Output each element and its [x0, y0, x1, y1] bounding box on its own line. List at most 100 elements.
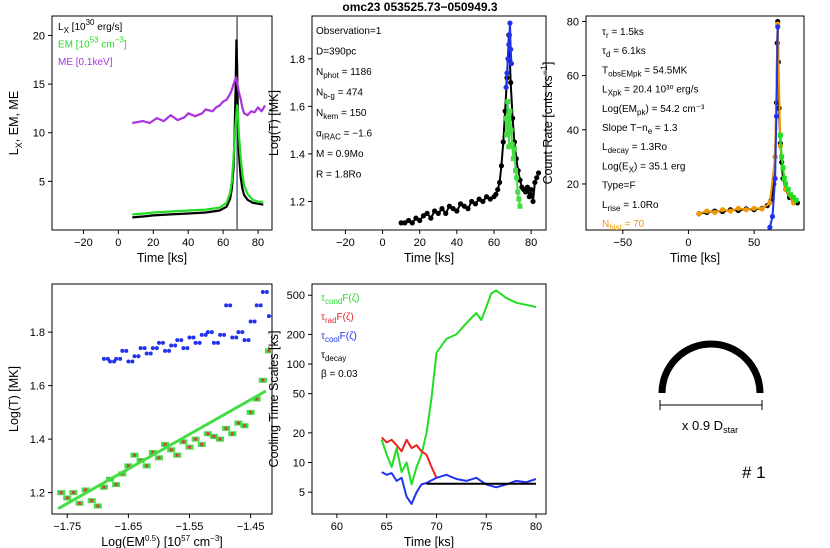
data-marker — [469, 198, 475, 205]
legend-sub: pk — [637, 108, 646, 117]
legend-text: α — [316, 129, 322, 140]
legend-entry-10: Nhist = 70 — [602, 219, 645, 232]
xlabel-sup: −3 — [210, 534, 220, 543]
scatter-point-center — [84, 488, 88, 492]
data-marker — [508, 60, 515, 67]
xlabel-part: ) [10 — [156, 535, 181, 548]
scatter-point-center — [206, 432, 210, 436]
legend-entry-0: τcondF(ζ) — [321, 293, 360, 306]
x-tick-label: 20 — [147, 237, 159, 249]
x-tick-label: 40 — [182, 237, 194, 249]
series-line-1 — [380, 436, 438, 479]
scatter-point-center — [65, 496, 69, 500]
legend-text: τ — [321, 331, 325, 342]
legend-text: ) = 54.2 cm⁻³ — [645, 104, 705, 115]
legend-sub: rise — [608, 204, 621, 213]
legend-text: N — [316, 88, 323, 99]
legend-text: τ — [602, 46, 606, 57]
legend-entry-2: Nphot = 1186 — [316, 67, 372, 80]
legend-entry-5: αIRAC = −1.6 — [316, 129, 372, 142]
xlabel-part: Log(EM — [101, 535, 145, 548]
legend-text: Observation=1 — [316, 26, 382, 37]
legend-text: ) = 35.1 erg — [634, 161, 685, 172]
data-marker — [402, 220, 408, 226]
data-marker — [495, 186, 501, 193]
panel-number: # 1 — [742, 463, 766, 482]
scatter-point — [167, 348, 172, 353]
scatter-point — [156, 340, 161, 345]
y-tick-label: 1.6 — [290, 101, 305, 113]
scatter-point-center — [71, 491, 75, 495]
scatter-point-center — [236, 421, 240, 425]
scatter-point-center — [212, 434, 216, 438]
legend-entry-1: D=390pc — [316, 47, 356, 58]
scatter-point — [173, 343, 178, 348]
legend-text: T — [602, 65, 608, 76]
legend-sup: −3 — [115, 36, 125, 45]
data-marker — [457, 201, 464, 207]
legend-text: = 474 — [335, 88, 364, 99]
y-tick-label: 20 — [33, 30, 45, 42]
legend-entry-1: τd = 6.1ks — [602, 46, 646, 59]
series-line-2 — [57, 389, 267, 511]
x-axis-label: Time [ks] — [670, 251, 720, 265]
y-tick-label: 5 — [39, 176, 45, 188]
data-marker — [487, 196, 493, 202]
y-tick-label: 1.2 — [30, 488, 45, 500]
legend-entry-6: M = 0.9Mo — [316, 149, 364, 160]
data-marker — [413, 215, 419, 221]
scatter-point — [130, 359, 135, 364]
scatter-point-center — [145, 464, 149, 468]
legend-text: N — [316, 108, 323, 119]
half-circle-shape — [658, 340, 764, 394]
x-tick-label: 70 — [430, 521, 442, 533]
x-tick-label: 60 — [488, 237, 500, 249]
data-marker — [769, 213, 776, 220]
xlabel-part: cm — [190, 535, 210, 548]
scatter-point — [254, 303, 259, 308]
legend-sub: r — [606, 31, 609, 40]
legend-sub: cool — [325, 335, 340, 344]
scatter-point-center — [169, 448, 173, 452]
x-tick-label: −1.55 — [176, 521, 204, 533]
scatter-point — [187, 335, 192, 340]
data-marker — [503, 84, 509, 90]
data-marker — [435, 210, 441, 216]
scatter-point — [114, 356, 119, 361]
scatter-point — [228, 303, 233, 308]
legend-text: = 70 — [622, 219, 645, 230]
plot-frame — [51, 283, 273, 515]
plot-frame — [311, 283, 547, 515]
scatter-point — [191, 335, 196, 340]
legend-text: Log(EM — [602, 104, 637, 115]
data-marker — [773, 113, 780, 119]
data-marker — [781, 176, 787, 182]
legend-text: M = 0.9Mo — [316, 149, 364, 160]
scatter-point — [154, 346, 159, 351]
y-tick-label: 60 — [567, 71, 579, 83]
scatter-point — [234, 335, 239, 340]
scatter-point — [209, 330, 214, 335]
scatter-point — [185, 346, 190, 351]
data-marker — [704, 208, 710, 214]
scatter-point-center — [163, 442, 167, 446]
legend-text: = 1186 — [339, 67, 372, 78]
panel-cooling: 60 65 70 75 80 5 10 20 50 100 200 500 Time [ks] Cooli… — [267, 283, 547, 548]
scatter-point — [236, 330, 241, 335]
scatter-point-center — [181, 440, 185, 444]
legend-sub: hist — [609, 223, 622, 232]
data-marker — [505, 99, 511, 105]
y-tick-label: 80 — [567, 16, 579, 28]
y-axis-label: Log(T) [MK] — [267, 90, 281, 156]
x-tick-label: −1.65 — [114, 521, 142, 533]
scatter-point — [142, 346, 147, 351]
scatter-point — [240, 330, 245, 335]
scatter-point — [193, 340, 198, 345]
data-marker — [516, 196, 522, 202]
x-tick-label: 80 — [530, 521, 542, 533]
y-axis-label: Log(T) [MK] — [7, 366, 21, 432]
x-tick-label: 65 — [381, 521, 393, 533]
scatter-point — [179, 338, 184, 343]
legend-text: = 150 — [338, 108, 367, 119]
